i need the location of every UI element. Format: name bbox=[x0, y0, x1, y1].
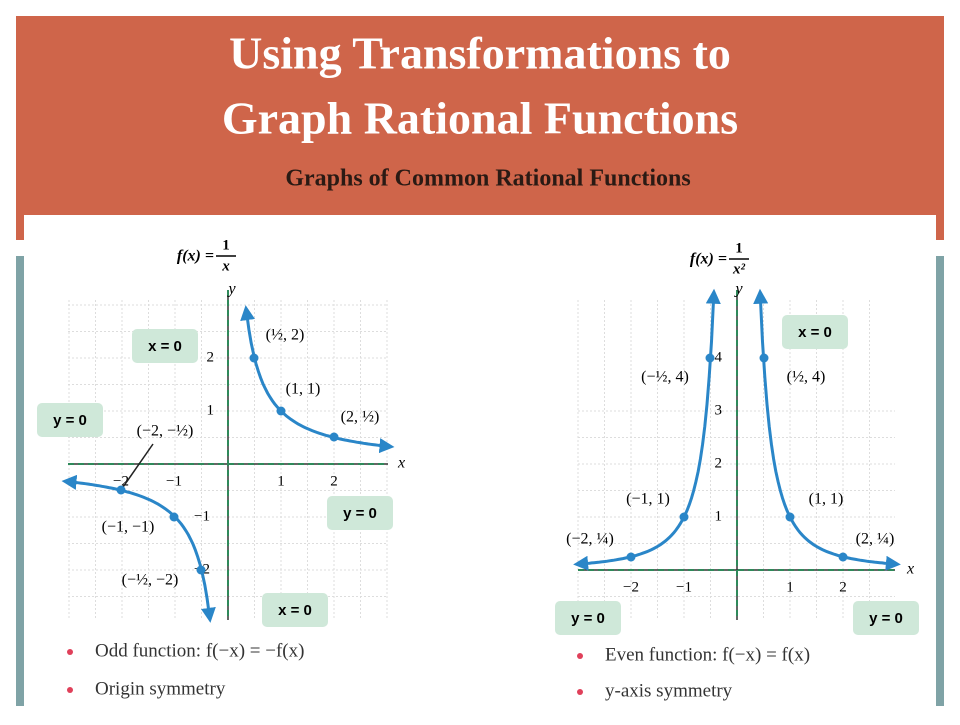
y-tick-label: 2 bbox=[715, 455, 723, 471]
bullet-dot bbox=[577, 689, 583, 695]
point bbox=[838, 552, 848, 562]
asymptote-box bbox=[782, 315, 848, 349]
bullet-dot bbox=[577, 653, 583, 659]
formula-numerator: 1 bbox=[222, 237, 230, 253]
point bbox=[169, 512, 179, 522]
asymptote-box bbox=[262, 593, 328, 627]
x-tick-label: 2 bbox=[330, 473, 338, 489]
point bbox=[116, 485, 126, 495]
bullet-text: y-axis symmetry bbox=[605, 680, 733, 701]
bullet-text: Origin symmetry bbox=[95, 678, 226, 699]
asymptote-box bbox=[37, 403, 103, 437]
curve bbox=[573, 288, 721, 571]
formula-lhs: f(x) = bbox=[177, 248, 214, 265]
asymptote-box bbox=[853, 601, 919, 635]
asymptote-label: y = 0 bbox=[869, 610, 903, 627]
point-label: (2, ½) bbox=[341, 409, 380, 426]
x-tick-label: 1 bbox=[277, 473, 285, 489]
point bbox=[705, 353, 715, 363]
formula-denominator: x bbox=[221, 258, 230, 274]
point bbox=[196, 565, 206, 575]
asymptote-label: x = 0 bbox=[148, 338, 182, 355]
axis-label: x bbox=[397, 455, 405, 472]
axis-label: y bbox=[733, 281, 743, 298]
point bbox=[759, 353, 769, 363]
point bbox=[626, 552, 636, 562]
x-tick-label: 2 bbox=[839, 579, 847, 595]
asymptote-label: x = 0 bbox=[278, 602, 312, 619]
y-tick-label: 2 bbox=[207, 349, 215, 365]
x-tick-label: −1 bbox=[676, 579, 692, 595]
point-label: (½, 2) bbox=[266, 327, 305, 344]
leader-line bbox=[120, 443, 154, 491]
y-tick-label: 4 bbox=[715, 349, 723, 365]
point-label: (−2, ¼) bbox=[566, 531, 614, 548]
asymptote-box bbox=[132, 329, 198, 363]
point bbox=[276, 406, 286, 416]
point-label: (−½, 4) bbox=[641, 369, 689, 386]
x-tick-label: −2 bbox=[623, 579, 639, 595]
x-tick-label: −1 bbox=[166, 473, 182, 489]
formula-lhs: f(x) = bbox=[690, 251, 727, 268]
curve bbox=[240, 305, 395, 454]
point bbox=[329, 432, 339, 442]
asymptote-box bbox=[327, 496, 393, 530]
bullet-dot bbox=[67, 649, 73, 655]
point-label: (1, 1) bbox=[809, 491, 844, 508]
point-label: (−1, 1) bbox=[626, 491, 670, 508]
bullet-text: Odd function: f(−x) = −f(x) bbox=[95, 640, 304, 661]
title-line: Graph Rational Functions bbox=[222, 93, 738, 144]
curve bbox=[753, 288, 901, 571]
formula-numerator: 1 bbox=[735, 240, 743, 256]
title-line: Using Transformations to bbox=[229, 28, 731, 79]
y-tick-label: −1 bbox=[194, 508, 210, 524]
content-panel bbox=[24, 215, 936, 707]
point-label: (−1, −1) bbox=[102, 519, 155, 536]
asymptote-label: x = 0 bbox=[798, 324, 832, 341]
y-tick-label: 1 bbox=[207, 402, 215, 418]
curve bbox=[61, 474, 216, 623]
axis-label: y bbox=[226, 281, 236, 298]
bullet-dot bbox=[67, 687, 73, 693]
point bbox=[785, 512, 795, 522]
point bbox=[249, 353, 259, 363]
point-label: (½, 4) bbox=[787, 369, 826, 386]
x-tick-label: 1 bbox=[786, 579, 794, 595]
point-label: (−2, −½) bbox=[137, 423, 194, 440]
point bbox=[679, 512, 689, 522]
point-label: (2, ¼) bbox=[856, 531, 895, 548]
asymptote-label: y = 0 bbox=[53, 412, 87, 429]
formula-denominator: x² bbox=[732, 261, 746, 277]
bullet-text: Even function: f(−x) = f(x) bbox=[605, 644, 810, 665]
y-tick-label: 1 bbox=[715, 508, 723, 524]
point-label: (1, 1) bbox=[286, 381, 321, 398]
axis-label: x bbox=[906, 561, 914, 578]
y-tick-label: 3 bbox=[715, 402, 723, 418]
subtitle: Graphs of Common Rational Functions bbox=[285, 166, 690, 192]
asymptote-label: y = 0 bbox=[343, 505, 377, 522]
asymptote-box bbox=[555, 601, 621, 635]
header-band bbox=[16, 16, 944, 240]
asymptote-label: y = 0 bbox=[571, 610, 605, 627]
point-label: (−½, −2) bbox=[122, 572, 179, 589]
